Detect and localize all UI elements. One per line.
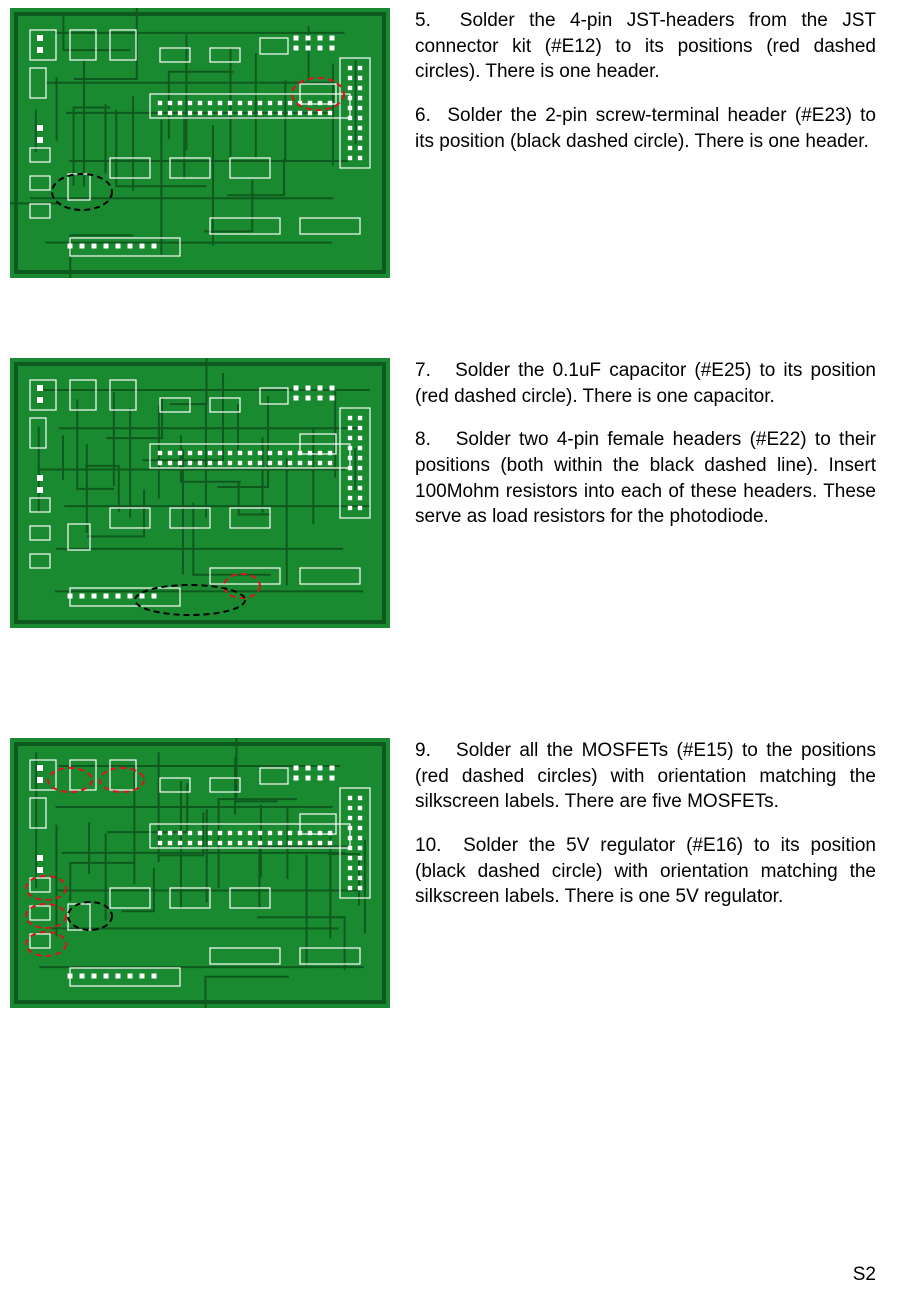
step-text: Solder the 0.1uF capacitor (#E25) to its… xyxy=(415,360,876,407)
pcb-board xyxy=(10,358,390,628)
page-footer: S2 xyxy=(853,1262,876,1288)
step-text: Solder the 4-pin JST-headers from the JS… xyxy=(415,10,876,82)
step-number: 9. xyxy=(415,740,431,761)
step-5: 5. Solder the 4-pin JST-headers from the… xyxy=(415,8,876,85)
step-number: 8. xyxy=(415,429,431,450)
step-text: Solder the 2-pin screw-terminal header (… xyxy=(415,105,876,152)
pcb-board xyxy=(10,738,390,1008)
step-text: Solder all the MOSFETs (#E15) to the pos… xyxy=(415,740,876,812)
step-text: Solder the 5V regulator (#E16) to its po… xyxy=(415,835,876,907)
page: 5. Solder the 4-pin JST-headers from the… xyxy=(0,0,906,1310)
pcb-image-3 xyxy=(10,738,390,1008)
step-number: 5. xyxy=(415,10,431,31)
pcb-image-1 xyxy=(10,8,390,278)
pcb-board xyxy=(10,8,390,278)
step-10: 10. Solder the 5V regulator (#E16) to it… xyxy=(415,833,876,910)
step-text: Solder two 4-pin female headers (#E22) t… xyxy=(415,429,876,527)
step-9: 9. Solder all the MOSFETs (#E15) to the … xyxy=(415,738,876,815)
step-number: 6. xyxy=(415,105,431,126)
section-5-6: 5. Solder the 4-pin JST-headers from the… xyxy=(10,8,876,278)
step-6: 6. Solder the 2-pin screw-terminal heade… xyxy=(415,103,876,154)
step-number: 7. xyxy=(415,360,431,381)
step-8: 8. Solder two 4-pin female headers (#E22… xyxy=(415,427,876,530)
section-9-10: 9. Solder all the MOSFETs (#E15) to the … xyxy=(10,738,876,1008)
text-col-1: 5. Solder the 4-pin JST-headers from the… xyxy=(415,8,876,172)
step-number: 10. xyxy=(415,835,441,856)
text-col-2: 7. Solder the 0.1uF capacitor (#E25) to … xyxy=(415,358,876,548)
text-col-3: 9. Solder all the MOSFETs (#E15) to the … xyxy=(415,738,876,928)
step-7: 7. Solder the 0.1uF capacitor (#E25) to … xyxy=(415,358,876,409)
section-7-8: 7. Solder the 0.1uF capacitor (#E25) to … xyxy=(10,358,876,628)
pcb-image-2 xyxy=(10,358,390,628)
